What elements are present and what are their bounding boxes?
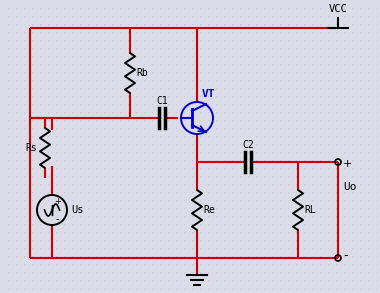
Text: C2: C2 — [242, 140, 254, 150]
Text: Re: Re — [203, 205, 215, 215]
Text: Rs: Rs — [25, 143, 37, 153]
Text: Uo: Uo — [343, 182, 356, 192]
Text: VCC: VCC — [329, 4, 347, 14]
Text: +: + — [343, 159, 352, 169]
Text: RL: RL — [304, 205, 316, 215]
Text: +: + — [54, 197, 61, 206]
Text: VT: VT — [202, 89, 215, 99]
Text: Rb: Rb — [136, 68, 148, 78]
Text: -: - — [343, 250, 347, 263]
Text: -: - — [55, 214, 59, 224]
Text: C1: C1 — [156, 96, 168, 106]
Text: Us: Us — [71, 205, 84, 215]
